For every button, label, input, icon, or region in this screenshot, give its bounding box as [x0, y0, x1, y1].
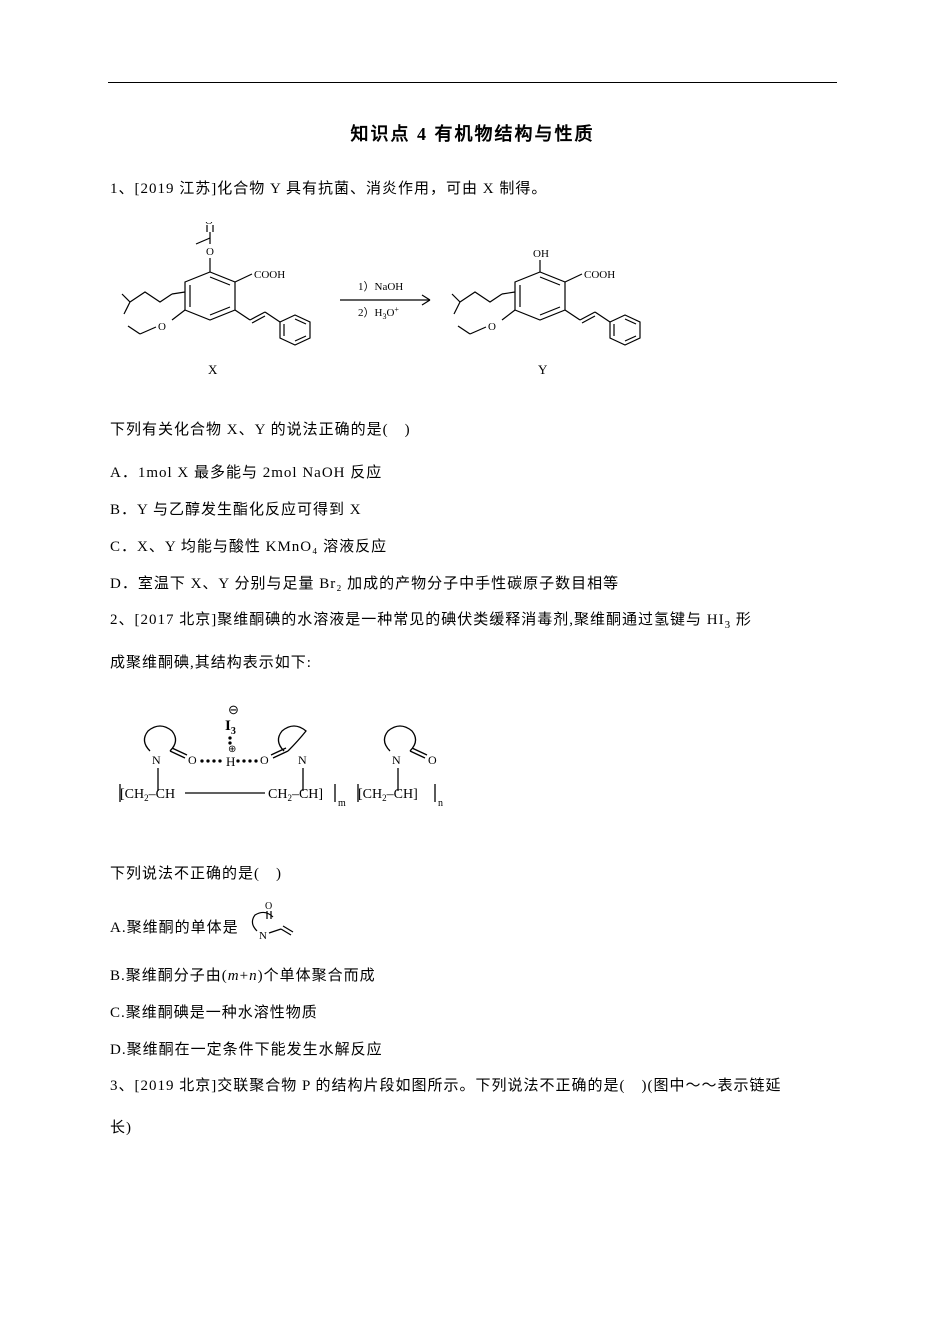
q1-option-c: C．X、Y 均能与酸性 KMnO₄ 溶液反应: [110, 531, 835, 564]
q2-intro-part1: 2、[2017 北京]聚维酮碘的水溶液是一种常见的碘伏类缓释消毒剂,聚维酮通过氢…: [110, 612, 707, 628]
svg-text:CH2–CH]: CH2–CH]: [268, 787, 323, 803]
structure-y: OH COOH O Y: [452, 248, 640, 377]
svg-text:N: N: [392, 753, 401, 767]
q2-option-c: C.聚维酮碘是一种水溶性物质: [110, 997, 835, 1030]
q1-option-d: D．室温下 X、Y 分别与足量 Br₂ 加成的产物分子中手性碳原子数目相等: [110, 568, 835, 601]
q1-option-b: B．Y 与乙醇发生酯化反应可得到 X: [110, 494, 835, 527]
q2-intro-line2: 成聚维酮碘,其结构表示如下:: [110, 648, 835, 678]
q2-intro: 2、[2017 北京]聚维酮碘的水溶液是一种常见的碘伏类缓释消毒剂,聚维酮通过氢…: [110, 605, 835, 636]
q2-option-a-text: A.聚维酮的单体是: [110, 920, 239, 936]
q1-stem: 下列有关化合物 X、Y 的说法正确的是( ): [110, 415, 835, 445]
svg-text:n: n: [438, 798, 443, 809]
q1-reaction-diagram: O O COOH O X: [110, 222, 835, 397]
svg-text:O: O: [428, 753, 437, 767]
arrow-bottom-text: 2）H3O+: [358, 305, 399, 321]
q2-option-a: A.聚维酮的单体是 O N: [110, 901, 835, 956]
q1-option-a: A．1mol X 最多能与 2mol NaOH 反应: [110, 457, 835, 490]
svg-text:Y: Y: [538, 362, 548, 377]
svg-text:COOH: COOH: [584, 269, 615, 281]
svg-text:I3: I3: [225, 718, 236, 737]
page-title: 知识点 4 有机物结构与性质: [110, 120, 835, 146]
svg-text:O: O: [260, 753, 269, 767]
svg-text:[CH2–CH: [CH2–CH: [120, 787, 175, 803]
structure-x: O O COOH O X: [122, 222, 310, 377]
q2-hi3: HI3: [707, 612, 731, 628]
q2-structure-diagram: ⊖ I3 ⊕ H N O O: [110, 696, 835, 841]
svg-text:m: m: [338, 798, 346, 809]
svg-text:O: O: [158, 321, 166, 333]
svg-text:OH: OH: [533, 248, 549, 260]
svg-text:N: N: [152, 753, 161, 767]
svg-text:X: X: [208, 362, 218, 377]
q1-intro: 1、[2019 江苏]化合物 Y 具有抗菌、消炎作用，可由 X 制得。: [110, 174, 835, 204]
q2-intro-part2: 形: [731, 612, 752, 628]
q2-option-d: D.聚维酮在一定条件下能发生水解反应: [110, 1034, 835, 1067]
svg-text:⊖: ⊖: [228, 702, 239, 717]
reaction-arrow: 1）NaOH 2）H3O+: [340, 280, 430, 321]
page-top-rule: [108, 82, 837, 83]
arrow-top-text: 1）NaOH: [358, 280, 403, 293]
q3-intro: 3、[2019 北京]交联聚合物 P 的结构片段如图所示。下列说法不正确的是( …: [110, 1071, 835, 1101]
q2-svg: ⊖ I3 ⊕ H N O O: [110, 696, 490, 836]
svg-text:O: O: [265, 901, 273, 912]
q2-option-b: B.聚维酮分子由(m+n)个单体聚合而成: [110, 960, 835, 993]
svg-text:H: H: [226, 754, 235, 769]
q3-intro-line2: 长): [110, 1113, 835, 1143]
q1-svg: O O COOH O X: [110, 222, 670, 392]
q2-stem: 下列说法不正确的是( ): [110, 859, 835, 889]
svg-text:O: O: [188, 753, 197, 767]
svg-text:O: O: [488, 321, 496, 333]
svg-text:O: O: [206, 246, 214, 258]
svg-text:COOH: COOH: [254, 269, 285, 281]
svg-text:O: O: [205, 222, 213, 227]
svg-text:N: N: [298, 753, 307, 767]
svg-text:[CH2–CH]: [CH2–CH]: [358, 787, 418, 803]
q2-option-a-diagram: O N: [243, 901, 303, 956]
svg-text:N: N: [259, 930, 268, 942]
